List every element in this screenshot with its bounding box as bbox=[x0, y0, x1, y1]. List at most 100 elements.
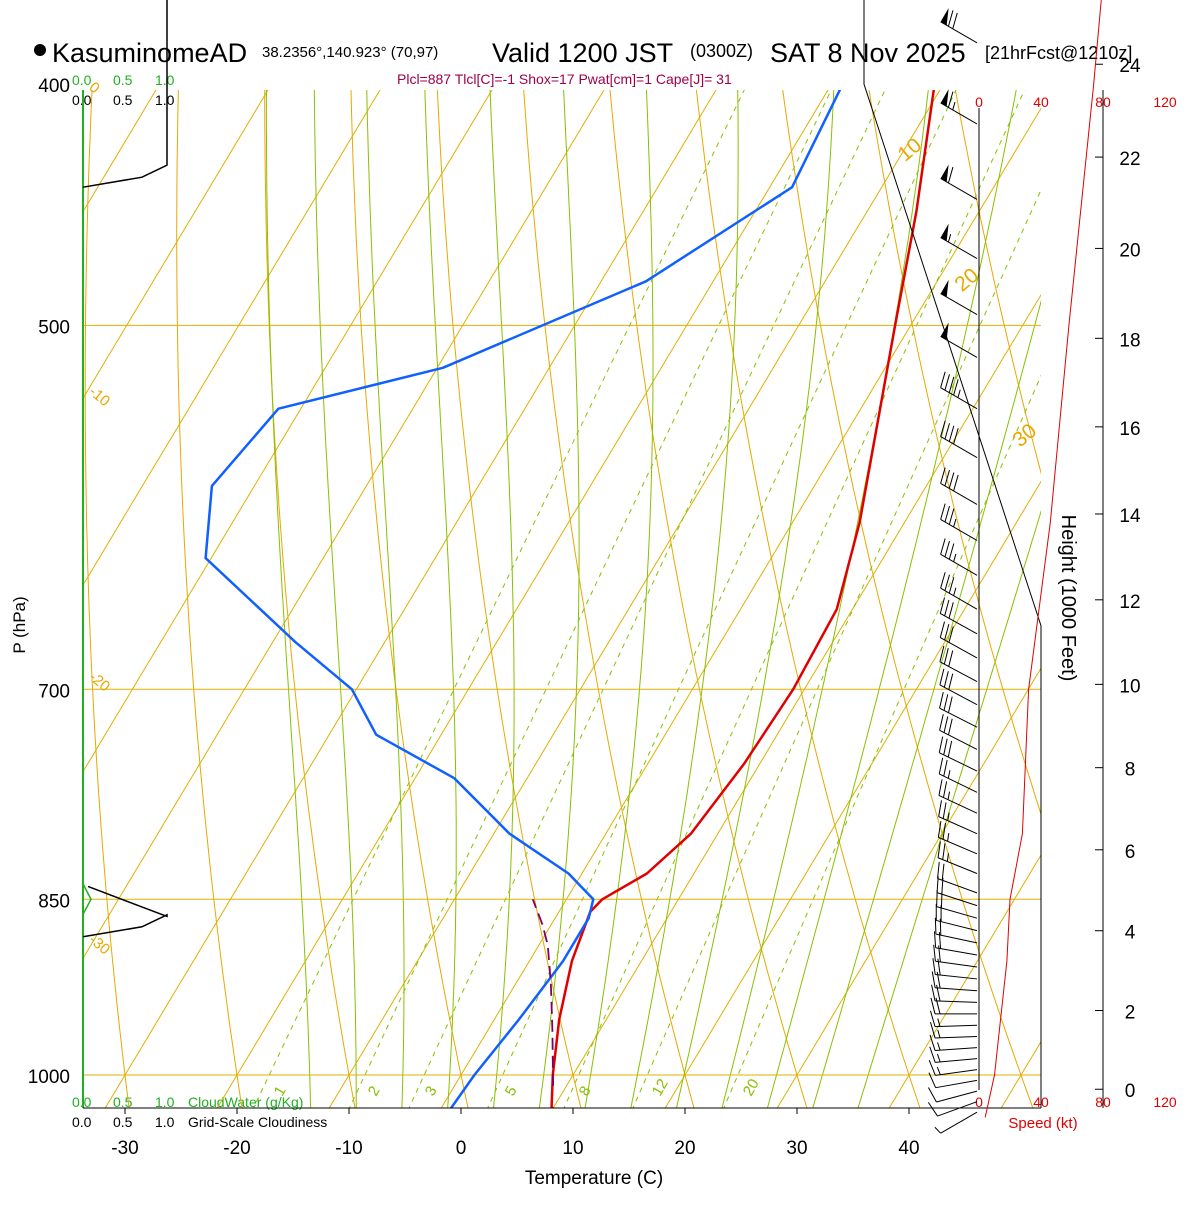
wind-barb bbox=[941, 323, 977, 358]
wind-barbs bbox=[928, 0, 977, 1133]
wind-barb-half bbox=[953, 102, 955, 110]
wind-barb bbox=[941, 372, 977, 409]
cloudwater-scale-label: 1.0 bbox=[155, 72, 175, 88]
wind-barb bbox=[940, 669, 977, 705]
isotherm-line bbox=[535, 0, 1200, 1138]
wind-barb-full bbox=[944, 760, 947, 776]
wind-barb-staff bbox=[941, 1112, 977, 1133]
wind-barb bbox=[939, 758, 977, 793]
wind-barb-full bbox=[940, 622, 944, 638]
moist-adiabat-line bbox=[804, 0, 1200, 1138]
height-tick-label: 16 bbox=[1119, 419, 1140, 440]
dry-adiabat-line bbox=[1182, 0, 1200, 1138]
wind-barb-full bbox=[939, 779, 942, 795]
dry-adiabat-line bbox=[735, 0, 1044, 1138]
wind-barb-staff bbox=[935, 1025, 977, 1026]
moist-adiabat-line bbox=[580, 0, 653, 1138]
wind-barb-staff bbox=[935, 1059, 977, 1063]
cloudwater-scale-label: 0.5 bbox=[113, 72, 133, 88]
wind-barb-full bbox=[948, 10, 953, 26]
dry-adiabat-line bbox=[586, 0, 816, 1138]
wind-barb-full bbox=[945, 600, 949, 616]
speed-tick-label-top: 80 bbox=[1095, 94, 1111, 110]
wind-barb bbox=[938, 862, 977, 893]
dry-adiabat-line bbox=[349, 0, 474, 1138]
wind-barb-full bbox=[954, 475, 959, 491]
wind-barb-full bbox=[949, 602, 953, 618]
dry-adiabat-label: -20 bbox=[86, 668, 114, 695]
moist-adiabat-label: 30 bbox=[1008, 419, 1041, 452]
wind-barb-staff bbox=[937, 907, 977, 919]
moist-adiabat-line bbox=[483, 0, 514, 1138]
wind-barb-full bbox=[949, 674, 953, 690]
wind-barb-full bbox=[945, 374, 950, 390]
wind-barb-full bbox=[941, 504, 946, 520]
isotherm-line bbox=[423, 0, 1200, 1138]
wind-barb-staff bbox=[935, 961, 977, 967]
pressure-tick-label: 400 bbox=[38, 76, 70, 97]
wind-barb-full bbox=[940, 669, 944, 685]
cloudiness-scale-label: 0.5 bbox=[113, 1114, 133, 1130]
wind-barb-staff bbox=[941, 519, 977, 540]
temperature-tick-label: -30 bbox=[111, 1138, 138, 1159]
moist-adiabat-line bbox=[365, 0, 404, 1138]
pressure-tick-label: 1000 bbox=[28, 1067, 70, 1088]
cloudwater-scale-label: 0.0 bbox=[72, 72, 92, 88]
wind-barb bbox=[935, 1112, 977, 1133]
wind-barb-half bbox=[937, 1054, 940, 1062]
wind-barb-staff bbox=[935, 1036, 977, 1037]
wind-barb-full bbox=[949, 473, 954, 489]
dry-adiabat-line bbox=[884, 0, 1200, 1138]
moist-adiabat-label: 10 bbox=[893, 134, 926, 167]
cloudiness-scale-label: 1.0 bbox=[155, 1114, 175, 1130]
wind-barb-half bbox=[948, 770, 950, 778]
dry-adiabat-line bbox=[177, 0, 247, 1138]
forecast-info: [21hrFcst@1210z] bbox=[985, 43, 1132, 63]
wind-barb-staff bbox=[935, 1048, 977, 1051]
height-tick-label: 10 bbox=[1119, 676, 1140, 697]
wind-barb-half bbox=[948, 234, 950, 242]
speed-axis-label: Speed (kt) bbox=[1008, 1115, 1077, 1132]
wind-barb bbox=[928, 1088, 977, 1102]
wind-barb bbox=[940, 646, 977, 682]
isotherm-line bbox=[0, 0, 43, 1138]
wind-barb bbox=[939, 737, 977, 772]
wind-barb-staff bbox=[935, 988, 977, 991]
cloudiness-title: Grid-Scale Cloudiness bbox=[188, 1114, 327, 1130]
isotherm-line bbox=[871, 0, 1200, 1138]
sounding-profiles bbox=[206, 0, 968, 1122]
wind-barb-half bbox=[948, 813, 949, 821]
valid-time: Valid 1200 JST bbox=[492, 38, 673, 68]
wind-barb-staff bbox=[940, 662, 977, 682]
wind-barb-full bbox=[941, 468, 946, 484]
forecast-date: SAT 8 Nov 2025 bbox=[770, 38, 966, 68]
wind-barb-staff bbox=[938, 879, 977, 893]
pressure-tick-label: 500 bbox=[38, 317, 70, 338]
isotherm-line bbox=[87, 0, 1051, 1138]
wind-barb bbox=[941, 504, 977, 541]
wind-barb bbox=[940, 692, 977, 727]
dry-adiabat-line bbox=[661, 0, 931, 1138]
wind-barb-full bbox=[953, 13, 958, 29]
mixing-ratio-line bbox=[395, 84, 888, 1138]
height-tick-label: 0 bbox=[1125, 1081, 1136, 1102]
wind-barb-staff bbox=[941, 437, 977, 458]
cloudiness-scale-label: 0.0 bbox=[72, 1114, 92, 1130]
height-tick-label: 14 bbox=[1119, 506, 1141, 527]
wind-barb bbox=[930, 1011, 977, 1027]
isotherm-line bbox=[0, 0, 939, 1138]
temperature-tick-label: 30 bbox=[786, 1138, 807, 1159]
wind-barb-full bbox=[940, 714, 944, 730]
wind-barb-half bbox=[948, 792, 950, 800]
height-tick-label: 8 bbox=[1125, 760, 1136, 781]
station-name: KasuminomeAD bbox=[52, 38, 247, 68]
wind-barb-staff bbox=[941, 483, 977, 504]
wind-barb bbox=[930, 1022, 977, 1038]
moist-adiabat-label: 20 bbox=[950, 264, 983, 297]
wind-barb-full bbox=[949, 577, 954, 593]
wind-barb-full bbox=[945, 575, 950, 591]
pressure-tick-label: 850 bbox=[38, 891, 70, 912]
wind-barb-half bbox=[947, 853, 948, 861]
wind-barb-full bbox=[940, 692, 944, 708]
